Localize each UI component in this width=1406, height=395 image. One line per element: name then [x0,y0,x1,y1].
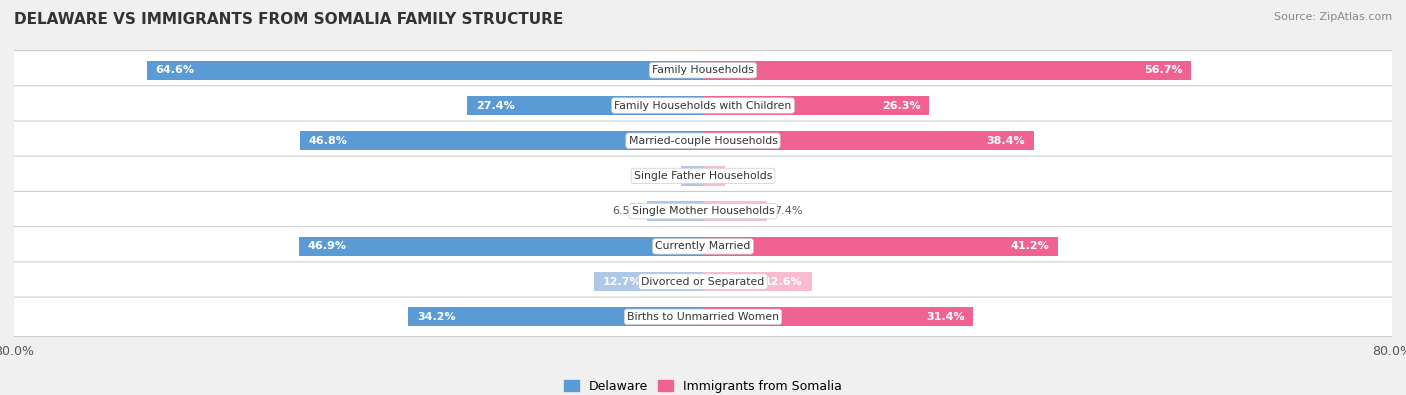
Bar [299,237,703,256]
Text: 64.6%: 64.6% [155,65,194,75]
Bar [703,96,929,115]
Text: 38.4%: 38.4% [987,136,1025,146]
Text: Married-couple Households: Married-couple Households [628,136,778,146]
Text: 6.5%: 6.5% [612,206,640,216]
Legend: Delaware, Immigrants from Somalia: Delaware, Immigrants from Somalia [560,375,846,395]
FancyBboxPatch shape [8,121,1398,160]
Text: 34.2%: 34.2% [418,312,456,322]
Text: Family Households: Family Households [652,65,754,75]
Bar [703,131,1033,150]
Bar [703,237,1057,256]
FancyBboxPatch shape [8,262,1398,301]
Bar [703,272,811,291]
Bar [682,166,703,186]
Text: Source: ZipAtlas.com: Source: ZipAtlas.com [1274,12,1392,22]
Text: 12.6%: 12.6% [763,276,803,287]
Text: 31.4%: 31.4% [927,312,965,322]
Text: 7.4%: 7.4% [773,206,801,216]
Text: Single Mother Households: Single Mother Households [631,206,775,216]
Text: 2.5%: 2.5% [731,171,759,181]
Bar [703,201,766,221]
Text: Births to Unmarried Women: Births to Unmarried Women [627,312,779,322]
Text: DELAWARE VS IMMIGRANTS FROM SOMALIA FAMILY STRUCTURE: DELAWARE VS IMMIGRANTS FROM SOMALIA FAMI… [14,12,564,27]
Text: 27.4%: 27.4% [475,100,515,111]
Text: Divorced or Separated: Divorced or Separated [641,276,765,287]
Bar [703,60,1191,80]
Text: 56.7%: 56.7% [1144,65,1182,75]
Bar [409,307,703,327]
Text: 2.5%: 2.5% [647,171,675,181]
Text: 12.7%: 12.7% [602,276,641,287]
Bar [299,131,703,150]
Text: 41.2%: 41.2% [1011,241,1049,251]
Bar [703,307,973,327]
Text: 46.8%: 46.8% [308,136,347,146]
Text: Single Father Households: Single Father Households [634,171,772,181]
Bar [146,60,703,80]
Bar [703,166,724,186]
FancyBboxPatch shape [8,192,1398,231]
Text: 46.9%: 46.9% [308,241,347,251]
FancyBboxPatch shape [8,86,1398,125]
FancyBboxPatch shape [8,51,1398,90]
FancyBboxPatch shape [8,227,1398,266]
Bar [647,201,703,221]
FancyBboxPatch shape [8,297,1398,337]
Text: 26.3%: 26.3% [882,100,921,111]
Bar [467,96,703,115]
Text: Family Households with Children: Family Households with Children [614,100,792,111]
Text: Currently Married: Currently Married [655,241,751,251]
FancyBboxPatch shape [8,156,1398,196]
Bar [593,272,703,291]
